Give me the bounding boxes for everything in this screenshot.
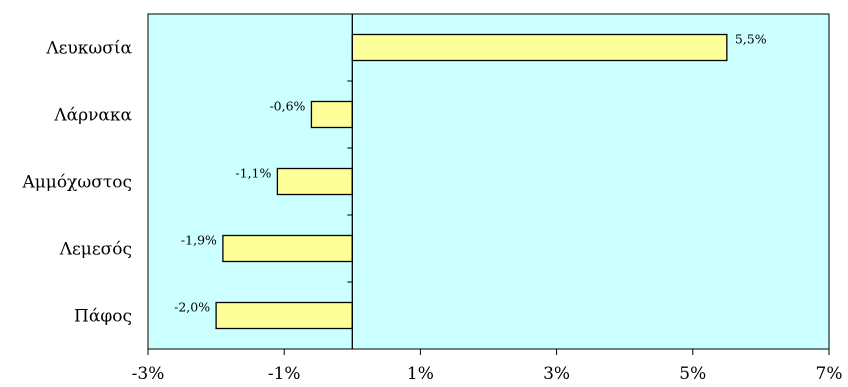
x-tick-label: 1% (407, 364, 434, 384)
data-label: -2,0% (174, 300, 210, 315)
labels-layer: Λευκωσία 5,5% Λάρνακα -0,6% Αμμόχωστος -1,1% Λ… (21, 32, 766, 327)
category-label: Λάρνακα (53, 106, 132, 126)
data-label: -1,9% (181, 233, 217, 248)
x-tick-label: -3% (132, 364, 165, 384)
bar-2 (310, 100, 353, 129)
category-label: Αμμόχωστος (21, 173, 132, 193)
category-label: Λευκωσία (45, 39, 132, 59)
plot-area (147, 13, 830, 350)
x-tick-label: 5% (679, 364, 706, 384)
bar-5 (215, 301, 353, 330)
data-label: 5,5% (735, 32, 767, 47)
bar-1 (351, 33, 728, 62)
x-tick-label: 7% (816, 364, 843, 384)
bars-layer (215, 33, 728, 330)
data-label: -0,6% (269, 99, 305, 114)
data-label: -1,1% (235, 166, 271, 181)
axis-ticks: -3% -1% 1% 3% 5% 7% (132, 13, 843, 384)
category-label: Πάφος (74, 307, 132, 327)
x-tick-label: 3% (543, 364, 570, 384)
category-label: Λεμεσός (59, 240, 132, 260)
x-tick-label: -1% (268, 364, 301, 384)
bar-3 (276, 167, 353, 196)
bar-4 (222, 234, 353, 263)
